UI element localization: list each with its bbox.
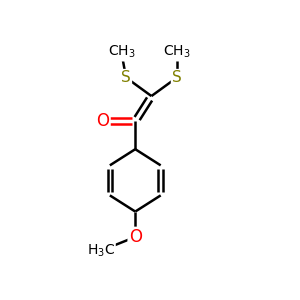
- Text: O: O: [96, 112, 110, 130]
- Text: H$_3$C: H$_3$C: [87, 243, 115, 259]
- Text: O: O: [129, 228, 142, 246]
- Text: CH$_3$: CH$_3$: [108, 44, 135, 60]
- Text: CH$_3$: CH$_3$: [163, 44, 191, 60]
- Text: S: S: [172, 70, 182, 85]
- Text: S: S: [121, 70, 131, 85]
